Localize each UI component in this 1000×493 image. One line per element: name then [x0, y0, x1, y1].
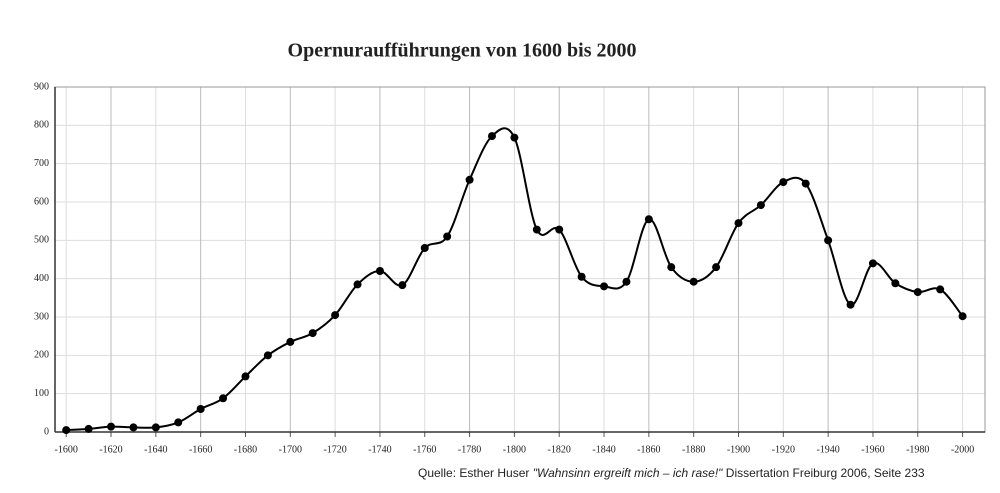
data-point [913, 288, 922, 297]
x-tick-label: -1960 [861, 444, 884, 455]
y-tick-label: 400 [34, 273, 49, 284]
x-tick-label: -1680 [234, 444, 257, 455]
y-tick-label: 500 [34, 235, 49, 246]
x-tick-label: -1820 [548, 444, 571, 455]
x-tick-label: -1660 [189, 444, 212, 455]
data-point [263, 351, 272, 360]
source-note: Quelle: Esther Huser "Wahnsinn ergreift … [418, 466, 925, 480]
data-point [622, 277, 631, 286]
x-tick-label: -1700 [279, 444, 302, 455]
data-point [353, 280, 362, 289]
data-point [824, 236, 833, 245]
data-point [151, 423, 160, 432]
y-tick-label: 200 [34, 350, 49, 361]
y-tick-label: 100 [34, 388, 49, 399]
data-point [891, 279, 900, 288]
data-point [107, 422, 116, 431]
data-point [734, 219, 743, 228]
x-tick-label: -1780 [458, 444, 481, 455]
data-point [712, 263, 721, 272]
data-point [577, 272, 586, 281]
data-point [510, 133, 519, 142]
chart-title: Opernuraufführungen von 1600 bis 2000 [288, 40, 637, 62]
source-prefix: Quelle: Esther Huser [418, 466, 529, 480]
data-point [308, 329, 317, 338]
x-tick-label: -1720 [323, 444, 346, 455]
y-tick-label: 800 [34, 120, 49, 131]
data-point [487, 132, 496, 141]
x-tick-label: -1760 [413, 444, 436, 455]
data-line [66, 127, 964, 432]
data-point [196, 405, 205, 413]
y-tick-label: 900 [34, 81, 49, 92]
y-tick-label: 600 [34, 196, 49, 207]
data-point [846, 300, 855, 309]
y-tick-label: 0 [44, 426, 49, 437]
x-tick-label: -2000 [951, 444, 974, 455]
data-point [443, 232, 452, 241]
data-point [801, 179, 810, 188]
y-tick-label: 300 [34, 311, 49, 322]
y-tick-label: 700 [34, 158, 49, 169]
data-point [600, 282, 609, 291]
data-point [219, 394, 228, 403]
data-point [779, 178, 788, 187]
x-tick-label: -1600 [55, 444, 78, 455]
data-point [286, 337, 295, 346]
x-tick-label: -1980 [906, 444, 929, 455]
data-point [331, 311, 340, 320]
data-point [936, 285, 945, 294]
x-tick-label: -1940 [816, 444, 839, 455]
data-point [465, 175, 474, 184]
data-point [689, 277, 698, 286]
x-tick-label: -1840 [592, 444, 615, 455]
data-point [62, 426, 71, 435]
data-point [420, 244, 429, 252]
data-point [375, 267, 384, 275]
data-point [84, 424, 93, 433]
x-tick-label: -1740 [368, 444, 391, 455]
data-point [667, 263, 676, 272]
x-tick-label: -1800 [503, 444, 526, 455]
data-point [398, 281, 407, 290]
data-point [756, 201, 765, 210]
x-tick-label: -1880 [682, 444, 705, 455]
data-point [958, 312, 967, 321]
source-title: "Wahnsinn ergreift mich – ich rase!" [533, 466, 723, 480]
x-tick-label: -1860 [637, 444, 660, 455]
plot-frame [54, 86, 986, 433]
data-point [129, 423, 138, 432]
x-tick-label: -1620 [99, 444, 122, 455]
source-suffix: Dissertation Freiburg 2006, Seite 233 [726, 466, 925, 480]
data-point [174, 418, 183, 427]
data-point [532, 225, 541, 234]
data-point [555, 225, 564, 234]
x-tick-label: -1900 [727, 444, 750, 455]
data-point [241, 372, 250, 381]
x-tick-label: -1920 [772, 444, 795, 455]
data-point [644, 215, 653, 224]
x-tick-label: -1640 [144, 444, 167, 455]
data-point [868, 259, 877, 268]
